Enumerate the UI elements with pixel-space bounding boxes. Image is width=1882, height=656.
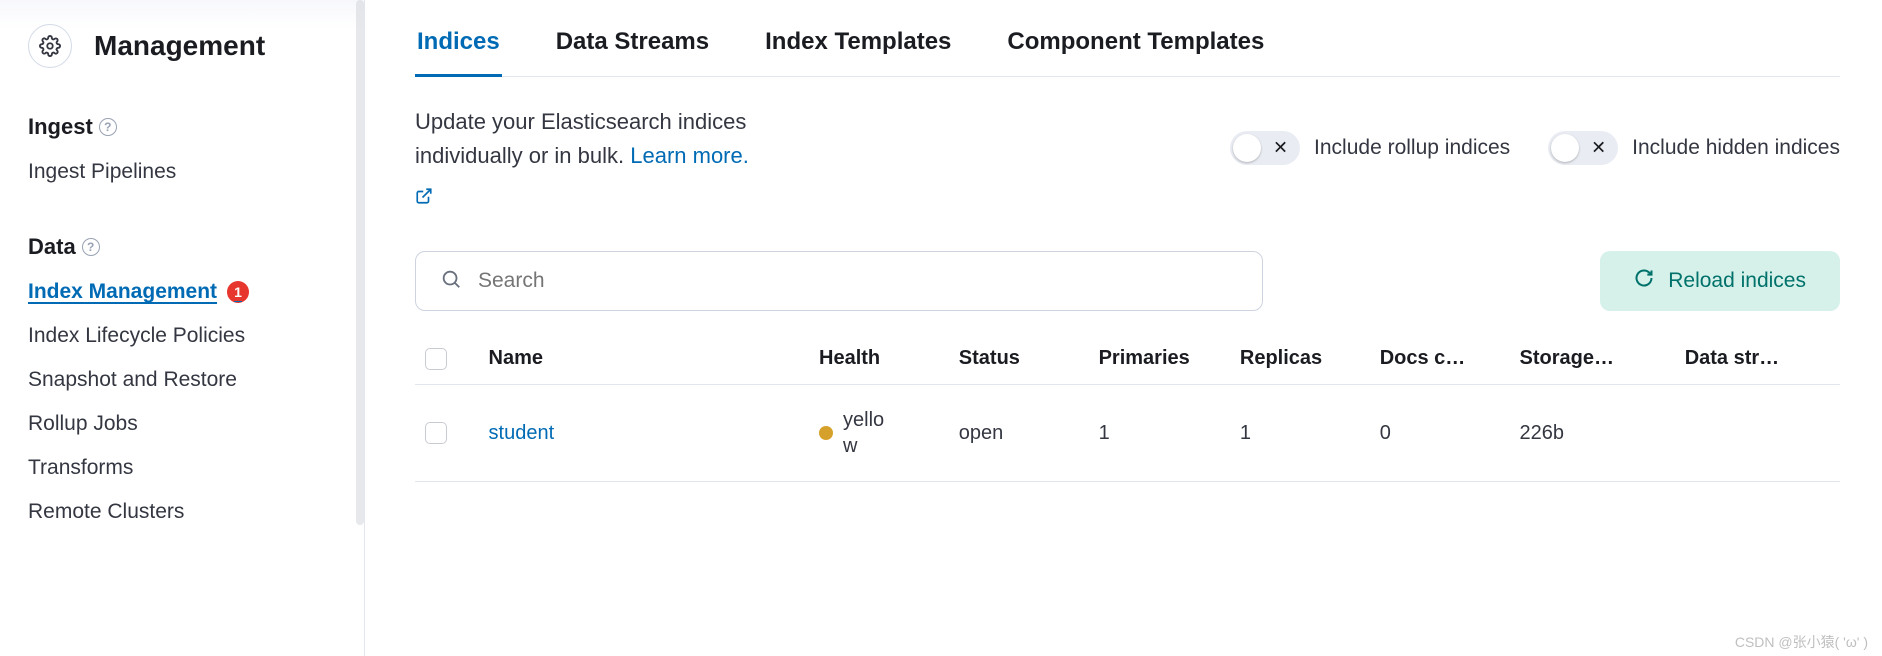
help-icon[interactable]: ? — [99, 118, 117, 136]
storage-cell: 226b — [1509, 385, 1674, 482]
switches: ✕ Include rollup indices ✕ Include hidden i… — [1230, 105, 1840, 165]
sidebar-item-rollup-jobs[interactable]: Rollup Jobs — [28, 406, 364, 442]
description-text: Update your Elasticsearch indices indivi… — [415, 105, 835, 215]
notification-badge: 1 — [227, 281, 249, 303]
tab-index-templates[interactable]: Index Templates — [763, 16, 953, 76]
column-header[interactable]: Status — [949, 333, 1089, 385]
tab-component-templates[interactable]: Component Templates — [1005, 16, 1266, 76]
popout-icon[interactable] — [415, 181, 433, 215]
tab-indices[interactable]: Indices — [415, 16, 502, 76]
docs-cell: 0 — [1370, 385, 1510, 482]
status-cell: open — [949, 385, 1089, 482]
column-header[interactable]: Health — [809, 333, 949, 385]
watermark: CSDN @张小猿( 'ω' ) — [1735, 632, 1868, 652]
tab-data-streams[interactable]: Data Streams — [554, 16, 711, 76]
column-header[interactable]: Name — [479, 333, 809, 385]
search-box[interactable] — [415, 251, 1263, 311]
main-content: Indices Data Streams Index Templates Compon… — [365, 0, 1882, 656]
column-header[interactable]: Replicas — [1230, 333, 1370, 385]
switch-include-hidden-indices: ✕ Include hidden indices — [1548, 131, 1840, 165]
refresh-icon — [1634, 268, 1654, 294]
sidebar-item-snapshot-and-restore[interactable]: Snapshot and Restore — [28, 362, 364, 398]
tabs: Indices Data Streams Index Templates Compon… — [415, 16, 1840, 77]
column-header[interactable]: Storage… — [1509, 333, 1674, 385]
switch-include-rollup-indices: ✕ Include rollup indices — [1230, 131, 1510, 165]
close-icon: ✕ — [1591, 138, 1606, 159]
sidebar: Management Ingest? Ingest Pipelines Data? I… — [0, 0, 365, 656]
gear-icon — [28, 24, 72, 68]
row-checkbox[interactable] — [425, 422, 447, 444]
switch-label: Include rollup indices — [1314, 136, 1510, 160]
select-all-checkbox[interactable] — [425, 348, 447, 370]
primaries-cell: 1 — [1089, 385, 1230, 482]
sidebar-item-ingest-pipelines[interactable]: Ingest Pipelines — [28, 154, 364, 190]
search-input[interactable] — [478, 269, 1238, 293]
search-row: Reload indices — [415, 251, 1840, 311]
column-header[interactable]: Data str… — [1675, 333, 1840, 385]
sidebar-item-index-lifecycle-policies[interactable]: Index Lifecycle Policies — [28, 318, 364, 354]
column-header[interactable]: Docs c… — [1370, 333, 1510, 385]
sidebar-header: Management — [28, 24, 364, 68]
datastream-cell — [1675, 385, 1840, 482]
toggle[interactable]: ✕ — [1548, 131, 1618, 165]
toggle[interactable]: ✕ — [1230, 131, 1300, 165]
close-icon: ✕ — [1273, 138, 1288, 159]
search-icon — [440, 268, 462, 295]
health-dot-icon — [819, 426, 833, 440]
replicas-cell: 1 — [1230, 385, 1370, 482]
indices-table: NameHealthStatusPrimariesReplicasDocs c…… — [415, 333, 1840, 482]
section-heading: Data? — [28, 234, 364, 260]
table-row: student yellow open 1 1 0 226b — [415, 385, 1840, 482]
index-name-link[interactable]: student — [489, 422, 555, 444]
column-header[interactable]: Primaries — [1089, 333, 1230, 385]
reload-indices-button[interactable]: Reload indices — [1600, 251, 1840, 311]
help-icon[interactable]: ? — [82, 238, 100, 256]
switch-label: Include hidden indices — [1632, 136, 1840, 160]
section-heading: Ingest? — [28, 114, 364, 140]
sidebar-item-transforms[interactable]: Transforms — [28, 450, 364, 486]
description-row: Update your Elasticsearch indices indivi… — [415, 105, 1840, 215]
reload-label: Reload indices — [1668, 269, 1806, 293]
sidebar-item-remote-clusters[interactable]: Remote Clusters — [28, 494, 364, 530]
health-cell: yellow — [819, 407, 939, 459]
sidebar-title: Management — [94, 30, 265, 62]
learn-more-link[interactable]: Learn more. — [630, 143, 749, 168]
sidebar-item-index-management[interactable]: Index Management1 — [28, 274, 364, 310]
